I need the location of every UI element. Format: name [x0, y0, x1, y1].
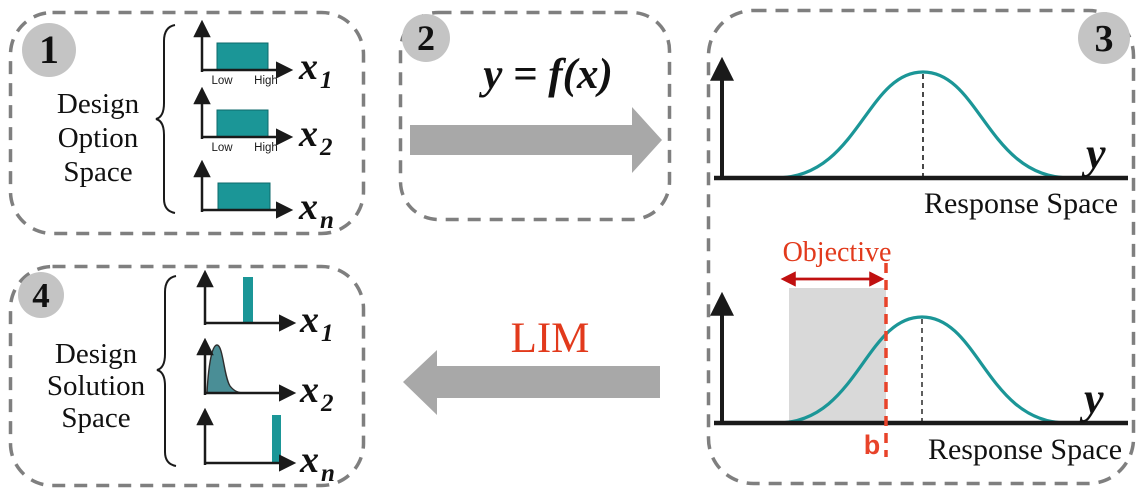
sol-xn-var-subscript: n — [321, 460, 335, 487]
backward-arrow — [403, 350, 660, 415]
x2-low-label: Low — [211, 142, 233, 154]
x2-var-label: x — [298, 113, 318, 155]
step-badge-3-number: 3 — [1095, 18, 1114, 60]
panel-design-solution-space: 4 Design Solution Space x 1 x 2 x n — [8, 264, 366, 488]
sol-x2-var-label: x — [299, 369, 319, 411]
panel3-dashed-border — [706, 8, 1136, 486]
panel4-curly-brace — [156, 275, 177, 467]
top-y-label: y — [1081, 129, 1106, 178]
solution-bar-x1 — [243, 277, 253, 323]
sol-xn-var-label: x — [299, 439, 319, 481]
bell-curve-top — [775, 70, 1071, 180]
panel1-title-line2: Option — [58, 122, 139, 154]
x2-var-subscript: 2 — [319, 134, 333, 161]
x1-high-label: High — [254, 75, 278, 87]
lim-transform-block: LIM — [403, 315, 660, 415]
xn-var-subscript: n — [320, 207, 334, 234]
solution-density-x2 — [206, 344, 245, 394]
solution-bar-xn — [272, 415, 281, 463]
equation-label: y = f(x) — [478, 51, 613, 98]
bottom-y-label: y — [1079, 374, 1104, 423]
panel1-curly-brace — [155, 24, 176, 214]
response-plot-top: y Response Space — [710, 56, 1128, 220]
uniform-plot-x1: Low High x 1 — [193, 19, 333, 94]
bell-curve-bottom — [776, 315, 1068, 425]
step-badge-1-circle — [22, 23, 76, 77]
sol-x1-var-label: x — [299, 299, 319, 341]
x1-var-subscript: 1 — [320, 67, 333, 94]
panel4-title-line1: Design — [55, 338, 138, 370]
sol-x2-var-subscript: 2 — [320, 390, 334, 417]
forward-arrow — [410, 107, 662, 173]
step-badge-3-circle — [1078, 12, 1130, 64]
x2-high-label: High — [254, 142, 278, 154]
uniform-bar-xn — [217, 182, 271, 211]
step-badge-2-number: 2 — [417, 18, 435, 58]
panel-transform-function: 2 y = f(x) — [398, 10, 672, 222]
panel1-dashed-border — [8, 10, 366, 236]
xn-var-label: x — [298, 186, 318, 228]
panel1-title-line3: Space — [63, 156, 132, 188]
panel-design-option-space: 1 Design Option Space Low High x 1 Low H… — [8, 10, 366, 236]
step-badge-4-circle — [18, 272, 64, 318]
x1-var-label: x — [298, 46, 318, 88]
threshold-b-label: b — [864, 430, 881, 460]
uniform-bar-x1 — [216, 42, 269, 71]
solution-plot-x2: x 2 — [196, 337, 334, 417]
sol-x1-var-subscript: 1 — [321, 320, 334, 347]
panel4-title-line2: Solution — [47, 370, 146, 402]
objective-label: Objective — [783, 237, 892, 268]
bottom-caption: Response Space — [928, 433, 1122, 466]
step-badge-2-circle — [402, 14, 450, 62]
step-badge-1-number: 1 — [39, 27, 59, 72]
top-caption: Response Space — [924, 187, 1118, 220]
uniform-bar-x2 — [216, 109, 269, 138]
step-badge-4-number: 4 — [32, 276, 50, 315]
panel2-dashed-border — [398, 10, 672, 222]
solution-plot-xn: x n — [196, 407, 335, 487]
lim-label: LIM — [511, 315, 590, 362]
panel-response-space: 3 y Response Space Objective b y Respons… — [706, 8, 1136, 486]
panel1-title-line1: Design — [57, 88, 140, 120]
uniform-plot-x2: Low High x 2 — [193, 86, 333, 161]
objective-shaded-region — [789, 288, 886, 423]
x1-low-label: Low — [211, 75, 233, 87]
solution-plot-x1: x 1 — [196, 269, 334, 347]
uniform-plot-xn: x n — [193, 159, 334, 234]
panel4-dashed-border — [8, 264, 366, 488]
panel4-title-line3: Space — [61, 402, 130, 434]
response-plot-bottom: Objective b y Response Space — [710, 237, 1128, 466]
